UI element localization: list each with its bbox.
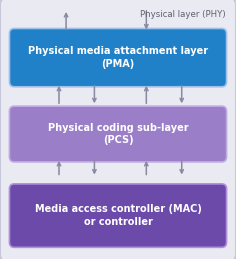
Text: Physical layer (PHY): Physical layer (PHY) — [140, 10, 226, 19]
FancyBboxPatch shape — [9, 184, 227, 247]
Text: Media access controller (MAC)
or controller: Media access controller (MAC) or control… — [34, 204, 202, 227]
Text: Physical coding sub-layer
(PCS): Physical coding sub-layer (PCS) — [48, 123, 188, 145]
Text: Physical media attachment layer
(PMA): Physical media attachment layer (PMA) — [28, 46, 208, 69]
FancyBboxPatch shape — [9, 28, 227, 87]
FancyBboxPatch shape — [9, 106, 227, 162]
